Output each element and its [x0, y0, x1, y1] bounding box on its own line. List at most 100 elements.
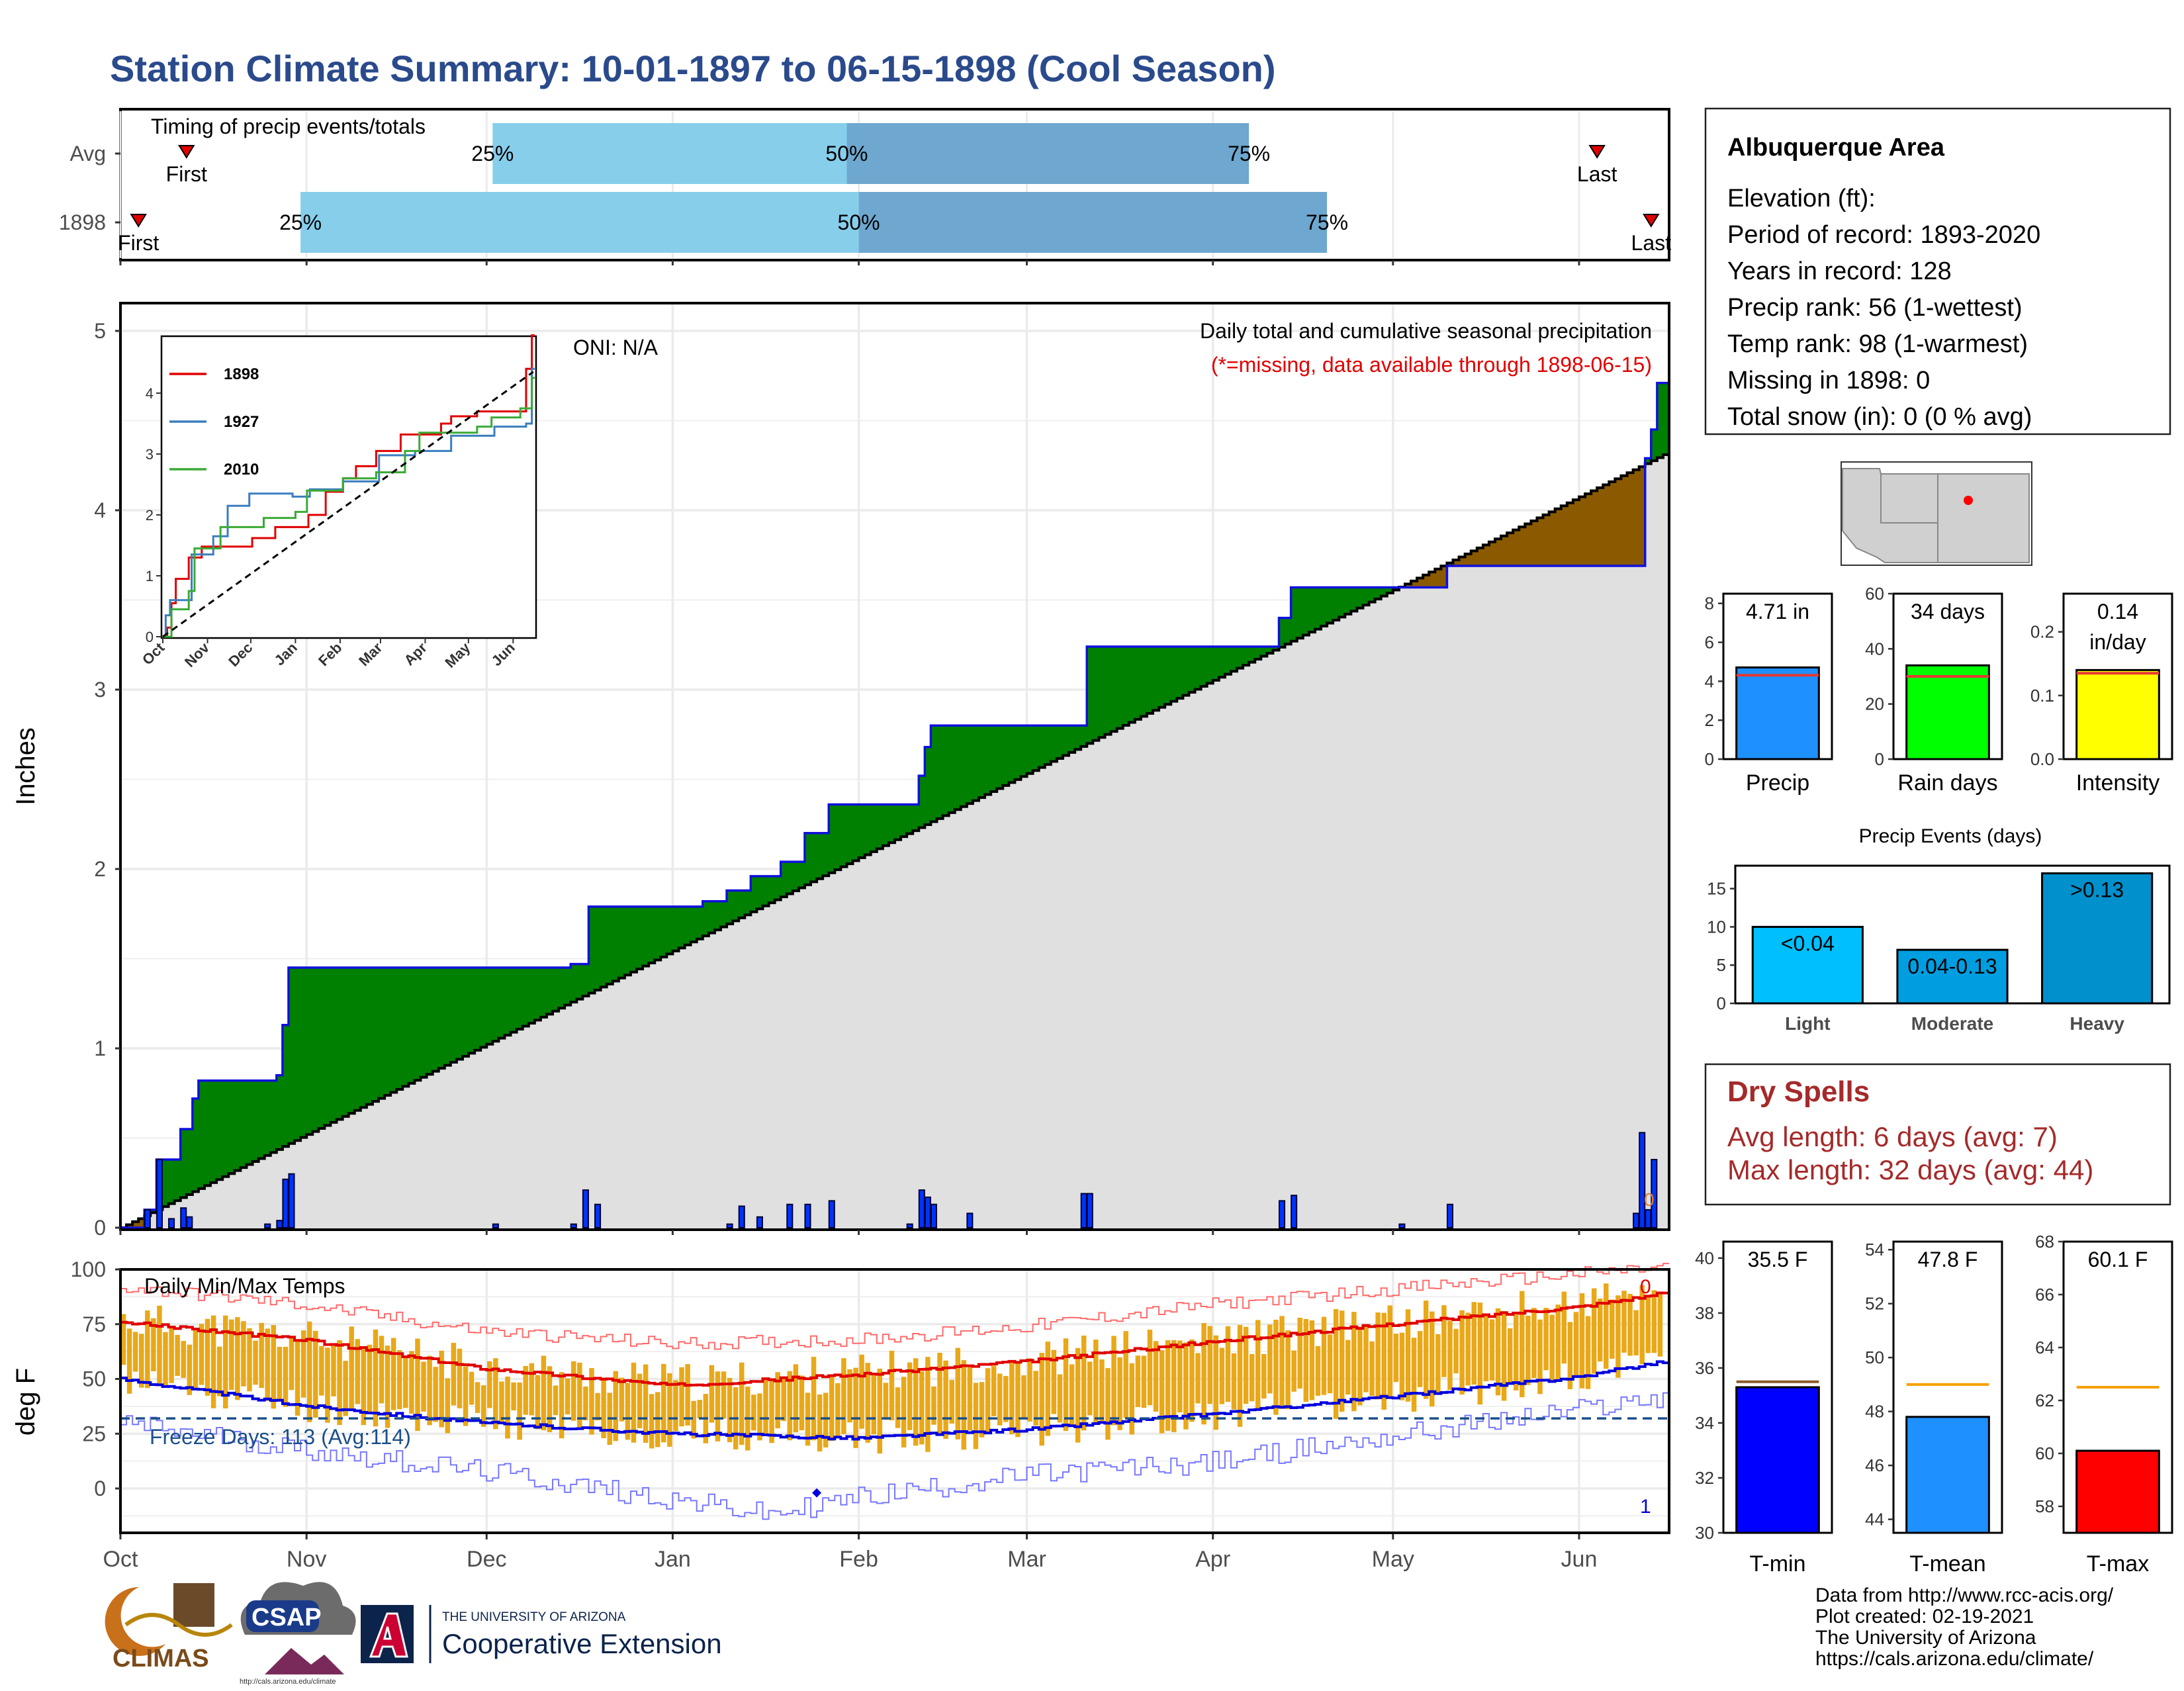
month-axis: Oct Nov Dec Jan Feb Mar Apr May Jun: [103, 1534, 1598, 1572]
surplus-segment: [780, 862, 788, 897]
precip-y-tick-label: 3: [94, 678, 106, 702]
daily-temp-bar: [925, 1357, 931, 1452]
surplus-segment: [324, 968, 332, 1126]
inset-y-tick-label: 0: [146, 629, 154, 645]
deficit-segment: [1572, 500, 1580, 567]
daily-temp-bar: [331, 1344, 336, 1396]
surplus-segment: [882, 804, 889, 846]
surplus-segment: [1249, 646, 1255, 663]
surplus-segment: [210, 1080, 217, 1183]
daily-precip-bar: [288, 1173, 295, 1228]
stat-value-label: 34 days: [1911, 600, 1985, 623]
daily-temp-bar: [325, 1348, 330, 1423]
deficit-segment: [1519, 527, 1525, 567]
daily-temp-bar: [433, 1367, 438, 1422]
surplus-segment: [516, 968, 523, 1030]
daily-precip-bar: [570, 1223, 577, 1228]
last-marker-icon: [1643, 214, 1660, 228]
daily-temp-bar: [1513, 1314, 1519, 1391]
surplus-segment: [1243, 646, 1250, 666]
surplus-segment: [498, 968, 506, 1038]
daily-temp-bar: [1249, 1353, 1255, 1402]
daily-temp-bar: [493, 1358, 498, 1430]
month-tick-label: Jun: [1561, 1547, 1598, 1572]
daily-temp-bar: [1651, 1290, 1657, 1353]
daily-temp-bar: [1645, 1297, 1651, 1353]
surplus-segment: [835, 804, 841, 870]
stat-y-tick-label: 0.0: [2030, 749, 2054, 769]
daily-temp-bar: [895, 1387, 901, 1428]
surplus-segment: [1351, 587, 1357, 612]
timing-q25-q50-bar: [492, 123, 847, 184]
surplus-segment: [588, 906, 596, 993]
surplus-segment: [714, 901, 721, 931]
daily-precip-bar: [276, 1220, 283, 1229]
surplus-segment: [745, 890, 751, 915]
daily-temp-bar: [595, 1393, 600, 1421]
footer-credit-line: https://cals.arizona.edu/climate/: [1815, 1648, 2094, 1670]
daily-temp-bar: [1393, 1334, 1399, 1383]
precip-y-axis: 0 1 2 3 4 5: [94, 319, 1580, 1240]
stat-y-tick-label: 62: [2035, 1391, 2054, 1410]
temp-y-axis: 0 25 50 75 100: [71, 1257, 120, 1500]
daily-temp-bar: [295, 1340, 300, 1416]
deficit-segment: [126, 1224, 133, 1228]
stat-y-tick-label: 60: [2035, 1443, 2054, 1463]
stat-y-tick-label: 64: [2035, 1338, 2054, 1357]
stat-y-tick-label: 40: [1865, 639, 1884, 659]
deficit-segment: [1465, 553, 1472, 567]
daily-temp-bar: [949, 1380, 954, 1424]
surplus-segment: [1230, 646, 1238, 672]
daily-temp-bar: [751, 1394, 756, 1431]
deficit-segment: [1567, 502, 1574, 567]
surplus-segment: [1093, 646, 1099, 741]
record-max-count: 0: [1640, 1276, 1651, 1298]
inset-series-line: [163, 367, 535, 638]
inset-y-tick-label: 2: [146, 507, 154, 524]
temp-y-tick-label: 0: [94, 1477, 106, 1500]
surplus-segment: [864, 804, 872, 855]
daily-temp-bar: [289, 1336, 295, 1391]
daily-temp-bar: [1369, 1341, 1375, 1396]
stat-category-label: T-mean: [1909, 1551, 1985, 1577]
deficit-segment: [1453, 560, 1460, 567]
daily-temp-bar: [1573, 1312, 1579, 1377]
surplus-segment: [1236, 646, 1244, 668]
daily-temp-bar: [1520, 1291, 1525, 1398]
freeze-days-label: Freeze Days: 113 (Avg:114): [150, 1425, 411, 1449]
inset-y-tick-label: 4: [146, 385, 154, 402]
surplus-segment: [637, 906, 643, 970]
daily-temp-bar: [1057, 1374, 1063, 1423]
surplus-segment: [1291, 587, 1298, 641]
stat-value-label: 0.14: [2097, 600, 2138, 623]
deficit-segment: [1609, 481, 1615, 567]
deficit-segment: [1591, 490, 1598, 567]
precip-plot: [120, 381, 1670, 1229]
daily-temp-bar: [1195, 1353, 1201, 1404]
record-min-count: 1: [1640, 1496, 1651, 1518]
csap-badge: [246, 1600, 319, 1632]
dry-spells-avg: Avg length: 6 days (avg: 7): [1727, 1121, 2058, 1152]
daily-temp-bar: [1435, 1334, 1441, 1394]
surplus-segment: [186, 1128, 193, 1195]
surplus-segment: [342, 968, 349, 1117]
surplus-segment: [390, 968, 397, 1093]
daily-temp-bar: [1465, 1312, 1471, 1386]
daily-temp-bar: [1099, 1359, 1105, 1423]
daily-temp-bar: [1267, 1324, 1273, 1394]
surplus-segment: [1081, 725, 1087, 747]
stat-y-tick-label: 0.2: [2030, 622, 2054, 642]
station-area: Albuquerque Area: [1727, 134, 1945, 161]
daily-temp-bar: [1189, 1339, 1195, 1422]
precip-y-tick-label: 1: [94, 1036, 106, 1060]
daily-precip-bar: [966, 1212, 974, 1228]
daily-temp-bar: [1531, 1308, 1537, 1379]
surplus-segment: [1128, 646, 1136, 723]
daily-temp-bar: [1417, 1331, 1423, 1387]
daily-temp-bar: [1303, 1318, 1309, 1402]
csap-text: CSAP: [251, 1604, 322, 1631]
stat-y-tick-label: 0: [1875, 749, 1884, 769]
daily-temp-bar: [337, 1340, 342, 1426]
daily-temp-bar: [1111, 1336, 1116, 1426]
daily-temp-bar: [1604, 1283, 1609, 1369]
